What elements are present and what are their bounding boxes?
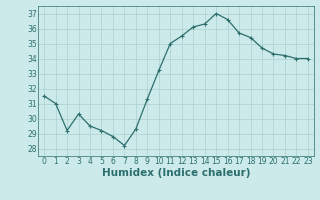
X-axis label: Humidex (Indice chaleur): Humidex (Indice chaleur) — [102, 168, 250, 178]
